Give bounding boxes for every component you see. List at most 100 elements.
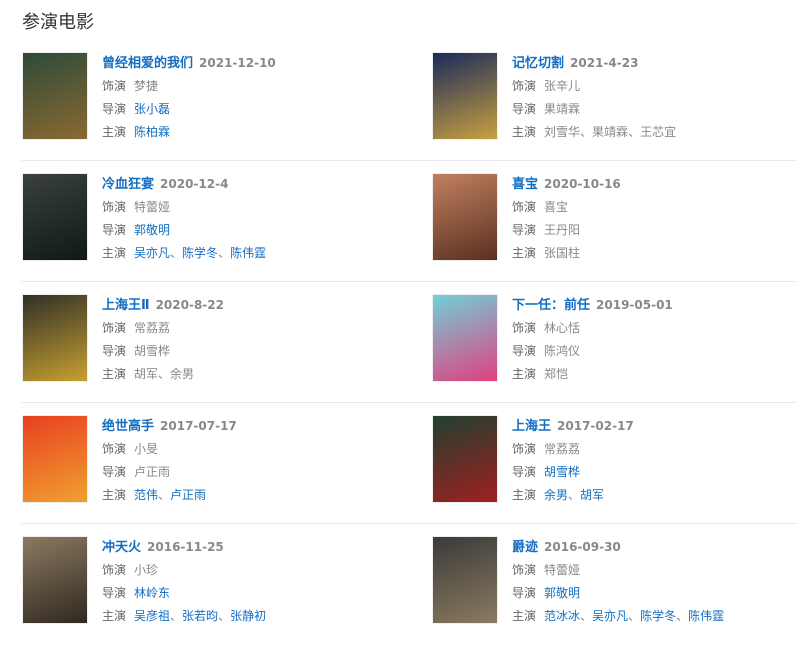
person-name[interactable]: 郭敬明 — [134, 223, 171, 237]
cast-label: 主演 — [102, 609, 127, 623]
cast-label: 主演 — [512, 246, 537, 260]
person-name: 卢正雨 — [134, 465, 171, 479]
person-name[interactable]: 吴亦凡 — [592, 609, 629, 623]
release-date: 2016-09-30 — [544, 540, 621, 554]
person-name: 郑恺 — [544, 367, 569, 381]
release-date: 2019-05-01 — [596, 298, 673, 312]
role-label: 饰演 — [512, 321, 537, 335]
role-name: 特蕾娅 — [134, 200, 171, 214]
director-label: 导演 — [102, 465, 127, 479]
movie-item: 曾经相爱的我们 2021-12-10 饰演 梦捷 导演 张小磊 主演 陈柏霖 — [22, 52, 402, 142]
cast-label: 主演 — [102, 246, 127, 260]
person-name: 果靖霖 — [592, 125, 629, 139]
director-label: 导演 — [102, 586, 127, 600]
release-date: 2021-4-23 — [570, 56, 639, 70]
person-name[interactable]: 范伟 — [134, 488, 159, 502]
movie-item: 喜宝 2020-10-16 饰演 喜宝 导演 王丹阳 主演 张国柱 — [432, 173, 796, 263]
movie-poster[interactable] — [432, 415, 498, 503]
role-label: 饰演 — [102, 79, 127, 93]
movie-title-link[interactable]: 下一任：前任 — [512, 298, 591, 313]
person-name[interactable]: 吴彦祖 — [134, 609, 171, 623]
person-name[interactable]: 张静初 — [230, 609, 267, 623]
person-name[interactable]: 陈柏霖 — [134, 125, 171, 139]
movie-poster[interactable] — [432, 52, 498, 140]
separator: 、 — [580, 609, 593, 623]
person-name: 陈鸿仪 — [544, 344, 581, 358]
movie-row: 上海王Ⅱ 2020-8-22 饰演 常荔荔 导演 胡雪桦 主演 胡军、余男 下一任：前任… — [22, 281, 796, 415]
person-name: 余男 — [170, 367, 195, 381]
release-date: 2020-10-16 — [544, 177, 621, 191]
person-name[interactable]: 陈学冬 — [640, 609, 677, 623]
movie-poster[interactable] — [432, 173, 498, 261]
person-name: 刘雪华 — [544, 125, 581, 139]
role-name: 常荔荔 — [134, 321, 171, 335]
person-name[interactable]: 林岭东 — [134, 586, 171, 600]
director-label: 导演 — [512, 344, 537, 358]
separator: 、 — [628, 609, 641, 623]
person-name[interactable]: 胡雪桦 — [544, 465, 581, 479]
person-name[interactable]: 陈伟霆 — [230, 246, 267, 260]
movie-poster[interactable] — [22, 536, 88, 624]
person-name[interactable]: 张小磊 — [134, 102, 171, 116]
movie-poster[interactable] — [22, 173, 88, 261]
movie-item: 上海王 2017-02-17 饰演 常荔荔 导演 胡雪桦 主演 余男、胡军 — [432, 415, 796, 505]
cast-label: 主演 — [512, 609, 537, 623]
role-label: 饰演 — [102, 200, 127, 214]
movie-poster[interactable] — [432, 536, 498, 624]
person-name[interactable]: 胡军 — [580, 488, 605, 502]
movie-row: 冷血狂宴 2020-12-4 饰演 特蕾娅 导演 郭敬明 主演 吴亦凡、陈学冬、陈伟霆 … — [22, 160, 796, 294]
person-name[interactable]: 陈学冬 — [182, 246, 219, 260]
movie-item: 绝世高手 2017-07-17 饰演 小旻 导演 卢正雨 主演 范伟、卢正雨 — [22, 415, 402, 505]
movie-item: 上海王Ⅱ 2020-8-22 饰演 常荔荔 导演 胡雪桦 主演 胡军、余男 — [22, 294, 402, 384]
separator: 、 — [170, 609, 183, 623]
movie-item: 冲天火 2016-11-25 饰演 小珍 导演 林岭东 主演 吴彦祖、张若昀、张静初 — [22, 536, 402, 626]
role-name: 特蕾娅 — [544, 563, 581, 577]
person-name[interactable]: 张若昀 — [182, 609, 219, 623]
release-date: 2020-8-22 — [155, 298, 224, 312]
movie-item: 冷血狂宴 2020-12-4 饰演 特蕾娅 导演 郭敬明 主演 吴亦凡、陈学冬、陈伟霆 — [22, 173, 402, 263]
movie-title-link[interactable]: 上海王 — [512, 419, 552, 434]
director-label: 导演 — [512, 102, 537, 116]
role-name: 小珍 — [134, 563, 159, 577]
release-date: 2016-11-25 — [147, 540, 224, 554]
cast-label: 主演 — [102, 125, 127, 139]
person-name[interactable]: 范冰冰 — [544, 609, 581, 623]
person-name[interactable]: 陈伟霆 — [688, 609, 725, 623]
release-date: 2017-07-17 — [160, 419, 237, 433]
person-name[interactable]: 余男 — [544, 488, 569, 502]
movie-title-link[interactable]: 爵迹 — [512, 540, 539, 555]
movie-poster[interactable] — [22, 52, 88, 140]
director-label: 导演 — [512, 465, 537, 479]
person-name[interactable]: 吴亦凡 — [134, 246, 171, 260]
role-label: 饰演 — [512, 200, 537, 214]
person-name[interactable]: 卢正雨 — [170, 488, 207, 502]
movie-title-link[interactable]: 喜宝 — [512, 177, 539, 192]
director-label: 导演 — [102, 223, 127, 237]
separator: 、 — [218, 609, 231, 623]
movie-title-link[interactable]: 冲天火 — [102, 540, 142, 555]
role-name: 小旻 — [134, 442, 159, 456]
person-name[interactable]: 郭敬明 — [544, 586, 581, 600]
movie-title-link[interactable]: 冷血狂宴 — [102, 177, 155, 192]
movie-title-link[interactable]: 记忆切割 — [512, 56, 565, 71]
role-name: 喜宝 — [544, 200, 569, 214]
movie-poster[interactable] — [22, 415, 88, 503]
movie-grid: 曾经相爱的我们 2021-12-10 饰演 梦捷 导演 张小磊 主演 陈柏霖 记忆切割 2… — [22, 52, 796, 657]
movie-title-link[interactable]: 上海王Ⅱ — [102, 298, 150, 313]
movie-title-link[interactable]: 曾经相爱的我们 — [102, 56, 194, 71]
separator: 、 — [158, 367, 171, 381]
role-name: 林心恬 — [544, 321, 581, 335]
movie-poster[interactable] — [22, 294, 88, 382]
director-label: 导演 — [512, 223, 537, 237]
movie-row: 冲天火 2016-11-25 饰演 小珍 导演 林岭东 主演 吴彦祖、张若昀、张静初 爵… — [22, 523, 796, 657]
cast-label: 主演 — [512, 367, 537, 381]
movie-row: 绝世高手 2017-07-17 饰演 小旻 导演 卢正雨 主演 范伟、卢正雨 上海王 20… — [22, 402, 796, 536]
role-label: 饰演 — [102, 321, 127, 335]
movie-title-link[interactable]: 绝世高手 — [102, 419, 155, 434]
director-label: 导演 — [102, 344, 127, 358]
movie-item: 记忆切割 2021-4-23 饰演 张辛儿 导演 果靖霖 主演 刘雪华、果靖霖、王芯宜 — [432, 52, 796, 142]
role-name: 张辛儿 — [544, 79, 581, 93]
movie-poster[interactable] — [432, 294, 498, 382]
person-name: 王芯宜 — [640, 125, 677, 139]
release-date: 2020-12-4 — [160, 177, 229, 191]
